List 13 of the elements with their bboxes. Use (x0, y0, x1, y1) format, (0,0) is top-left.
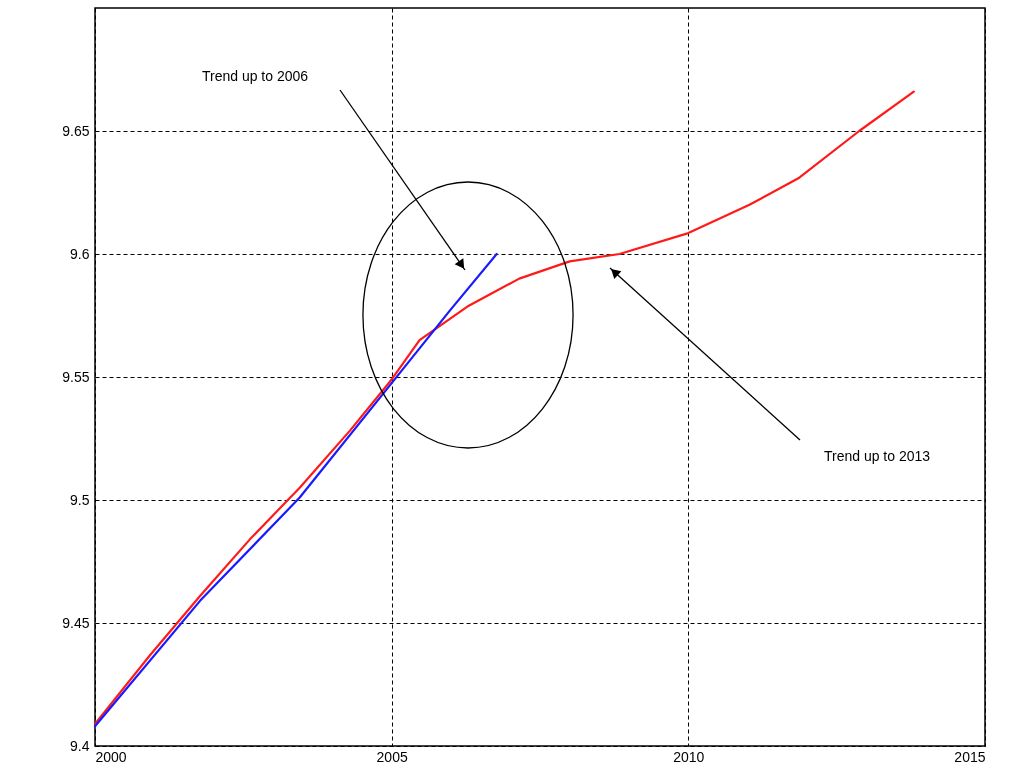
annotation: Trend up to 2013 (823, 448, 931, 464)
x-tick-label: 2000 (95, 748, 127, 765)
y-tick-label: 9.6 (70, 245, 90, 262)
y-tick-label: 9.45 (62, 614, 90, 631)
y-tick-label: 9.65 (62, 122, 90, 139)
y-tick-label: 9.4 (70, 737, 90, 754)
y-tick-label: 9.55 (62, 368, 90, 385)
x-tick-label: 2010 (673, 748, 705, 765)
x-tick-label: 2005 (376, 748, 408, 765)
line-series (93, 252, 498, 728)
x-tick-label: 2015 (954, 748, 986, 765)
annotation: Trend up to 2006 (201, 68, 309, 84)
y-tick-label: 9.5 (70, 491, 90, 508)
